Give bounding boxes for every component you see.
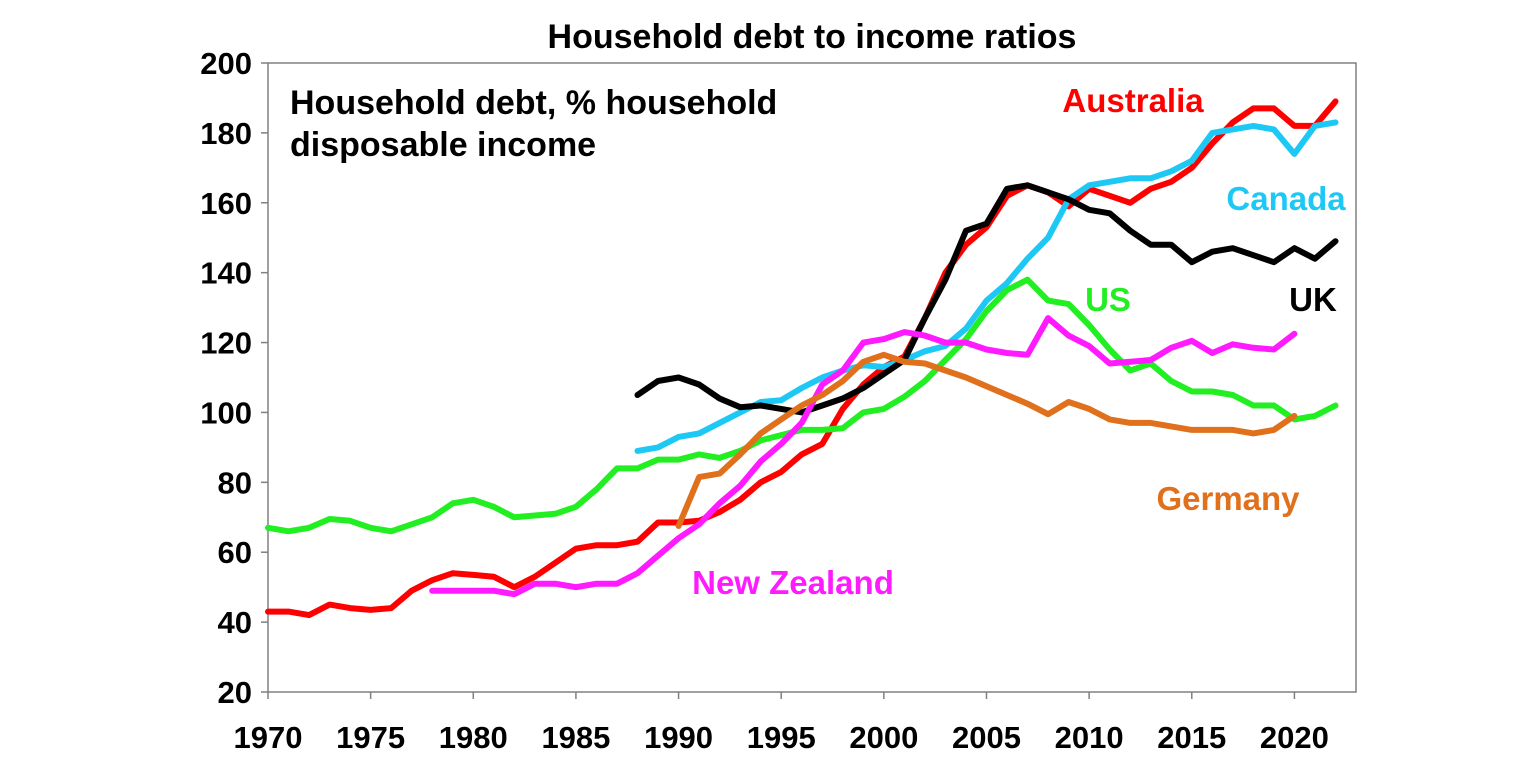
x-tick-label: 1980 [439, 720, 508, 755]
x-axis: 1970 1975 1980 1985 1990 1995 2000 2005 2010 2015… [234, 692, 1329, 755]
x-tick-label: 1975 [336, 720, 405, 755]
x-tick-label: 2015 [1157, 720, 1226, 755]
series-line-new-zealand [429, 315, 1298, 598]
x-tick-label: 2020 [1260, 720, 1329, 755]
y-tick-label: 200 [200, 46, 252, 81]
subtitle-line-1: Household debt, % household [290, 84, 778, 122]
y-tick-label: 140 [200, 256, 252, 291]
series-label-canada: Canada [1226, 180, 1346, 217]
y-tick-label: 180 [200, 116, 252, 151]
series-label-new-zealand: New Zealand [692, 564, 894, 601]
series-lines [265, 98, 1339, 619]
series-line-us [265, 276, 1339, 535]
series-line-uk [634, 182, 1339, 416]
y-tick-label: 20 [218, 675, 252, 710]
x-tick-label: 1970 [234, 720, 303, 755]
y-tick-label: 40 [218, 605, 252, 640]
y-axis: 20 40 60 80 100 120 140 160 180 200 [200, 46, 268, 710]
x-tick-label: 1985 [541, 720, 610, 755]
x-tick-label: 2005 [952, 720, 1021, 755]
series-label-germany: Germany [1156, 480, 1300, 517]
y-tick-label: 100 [200, 395, 252, 430]
series-label-australia: Australia [1062, 82, 1204, 119]
series-line-australia [265, 98, 1339, 619]
y-tick-label: 60 [218, 535, 252, 570]
x-tick-label: 1990 [644, 720, 713, 755]
y-tick-label: 160 [200, 186, 252, 221]
chart-subtitle: Household debt, % household disposable i… [290, 82, 777, 166]
x-tick-label: 1995 [747, 720, 816, 755]
y-tick-label: 80 [218, 465, 252, 500]
series-line-germany [675, 351, 1298, 529]
y-tick-label: 120 [200, 326, 252, 361]
series-label-uk: UK [1289, 281, 1337, 318]
x-tick-label: 2010 [1055, 720, 1124, 755]
x-tick-label: 2000 [849, 720, 918, 755]
chart-title: Household debt to income ratios [547, 18, 1077, 56]
series-line-canada [634, 119, 1339, 454]
subtitle-line-2: disposable income [290, 126, 597, 164]
series-label-us: US [1085, 281, 1131, 318]
series-labels: Australia Canada UK US New Zealand Germany [692, 82, 1346, 601]
plot-area-frame [267, 62, 1357, 693]
